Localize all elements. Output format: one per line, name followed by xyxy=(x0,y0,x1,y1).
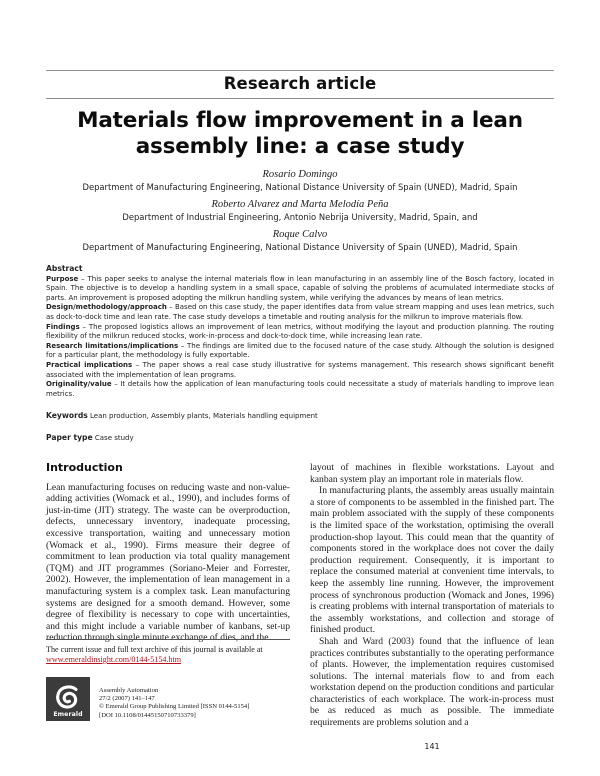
author-block: Rosario Domingo Department of Manufactur… xyxy=(46,168,554,258)
body-paragraph: Shah and Ward (2003) found that the infl… xyxy=(310,635,554,729)
abstract-paragraph: Research limitations/implications – The … xyxy=(46,342,554,361)
journal-issue: 27/2 (2007) 141–147 xyxy=(99,695,155,703)
journal-doi: [DOI 10.1108/01445150710733379] xyxy=(99,711,196,719)
body-paragraph: layout of machines in flexible workstati… xyxy=(310,462,554,485)
emerald-wordmark: Emerald xyxy=(53,711,83,718)
author-affiliation: Department of Manufacturing Engineering,… xyxy=(82,242,518,252)
abstract-paragraph: Design/methodology/approach – Based on t… xyxy=(46,303,554,322)
paper-type-value: Case study xyxy=(92,434,134,442)
abstract-block: Abstract Purpose – This paper seeks to a… xyxy=(46,264,554,399)
publisher-block: Emerald Assembly Automation 27/2 (2007) … xyxy=(46,677,249,721)
keywords-block: Keywords Lean production, Assembly plant… xyxy=(46,411,554,455)
journal-name: Assembly Automation xyxy=(99,687,159,694)
emerald-logo-icon: Emerald xyxy=(46,677,90,721)
body-paragraph: Lean manufacturing focuses on reducing w… xyxy=(46,481,290,644)
page-title: Materials flow improvement in a lean ass… xyxy=(77,108,523,159)
abstract-lead: Findings xyxy=(46,322,80,331)
abstract-heading: Abstract xyxy=(46,264,83,273)
author-names: Roque Calvo xyxy=(272,229,328,240)
article-type-label: Research article xyxy=(223,74,377,93)
abstract-lead: Purpose xyxy=(46,274,79,283)
abstract-paragraph: Originality/value – It details how the a… xyxy=(46,380,554,399)
keywords-values: Lean production, Assembly plants, Materi… xyxy=(87,412,318,420)
keywords-line: Keywords Lean production, Assembly plant… xyxy=(46,411,554,420)
author-affiliation: Department of Manufacturing Engineering,… xyxy=(82,182,518,192)
article-type-banner: Research article xyxy=(46,70,554,99)
body-column-right: layout of machines in flexible workstati… xyxy=(310,462,554,729)
journal-metadata: Assembly Automation 27/2 (2007) 141–147 … xyxy=(99,677,249,720)
journal-publisher: © Emerald Group Publishing Limited [ISSN… xyxy=(99,703,250,711)
availability-note: The current issue and full text archive … xyxy=(46,645,290,665)
abstract-text: – Based on this case study, the paper id… xyxy=(46,303,554,321)
abstract-lead: Practical implications xyxy=(46,360,133,369)
author-names: Rosario Domingo xyxy=(262,169,338,180)
paper-type-label: Paper type xyxy=(46,433,93,442)
abstract-lead: Research limitations/implications xyxy=(46,341,179,350)
abstract-paragraph: Purpose – This paper seeks to analyse th… xyxy=(46,275,554,304)
author-affiliation: Department of Industrial Engineering, An… xyxy=(122,212,478,222)
body-column-left: Introduction Lean manufacturing focuses … xyxy=(46,462,290,644)
abstract-text: – The findings are limited due to the fo… xyxy=(46,341,554,360)
abstract-lead: Originality/value xyxy=(46,380,112,389)
abstract-lead: Design/methodology/approach xyxy=(46,303,167,312)
page-number: 141 xyxy=(424,742,440,751)
abstract-text: – The proposed logistics allows an impro… xyxy=(46,322,554,341)
journal-archive-link[interactable]: www.emeraldinsight.com/0144-5154.htm xyxy=(46,655,182,664)
body-paragraph: In manufacturing plants, the assembly ar… xyxy=(310,485,554,636)
section-heading-introduction: Introduction xyxy=(46,461,123,474)
abstract-text: – This paper seeks to analyse the intern… xyxy=(46,274,554,302)
abstract-text: – It details how the application of lean… xyxy=(46,380,554,398)
abstract-paragraph: Findings – The proposed logistics allows… xyxy=(46,323,554,342)
keywords-label: Keywords xyxy=(46,411,88,420)
author-names: Roberto Alvarez and Marta Melodía Peña xyxy=(211,199,389,210)
paper-type-line: Paper type Case study xyxy=(46,433,554,442)
availability-text: The current issue and full text archive … xyxy=(46,645,263,654)
footnote-divider xyxy=(46,639,290,640)
abstract-paragraph: Practical implications – The paper shows… xyxy=(46,361,554,380)
abstract-text: – The paper shows a real case study illu… xyxy=(46,360,554,379)
